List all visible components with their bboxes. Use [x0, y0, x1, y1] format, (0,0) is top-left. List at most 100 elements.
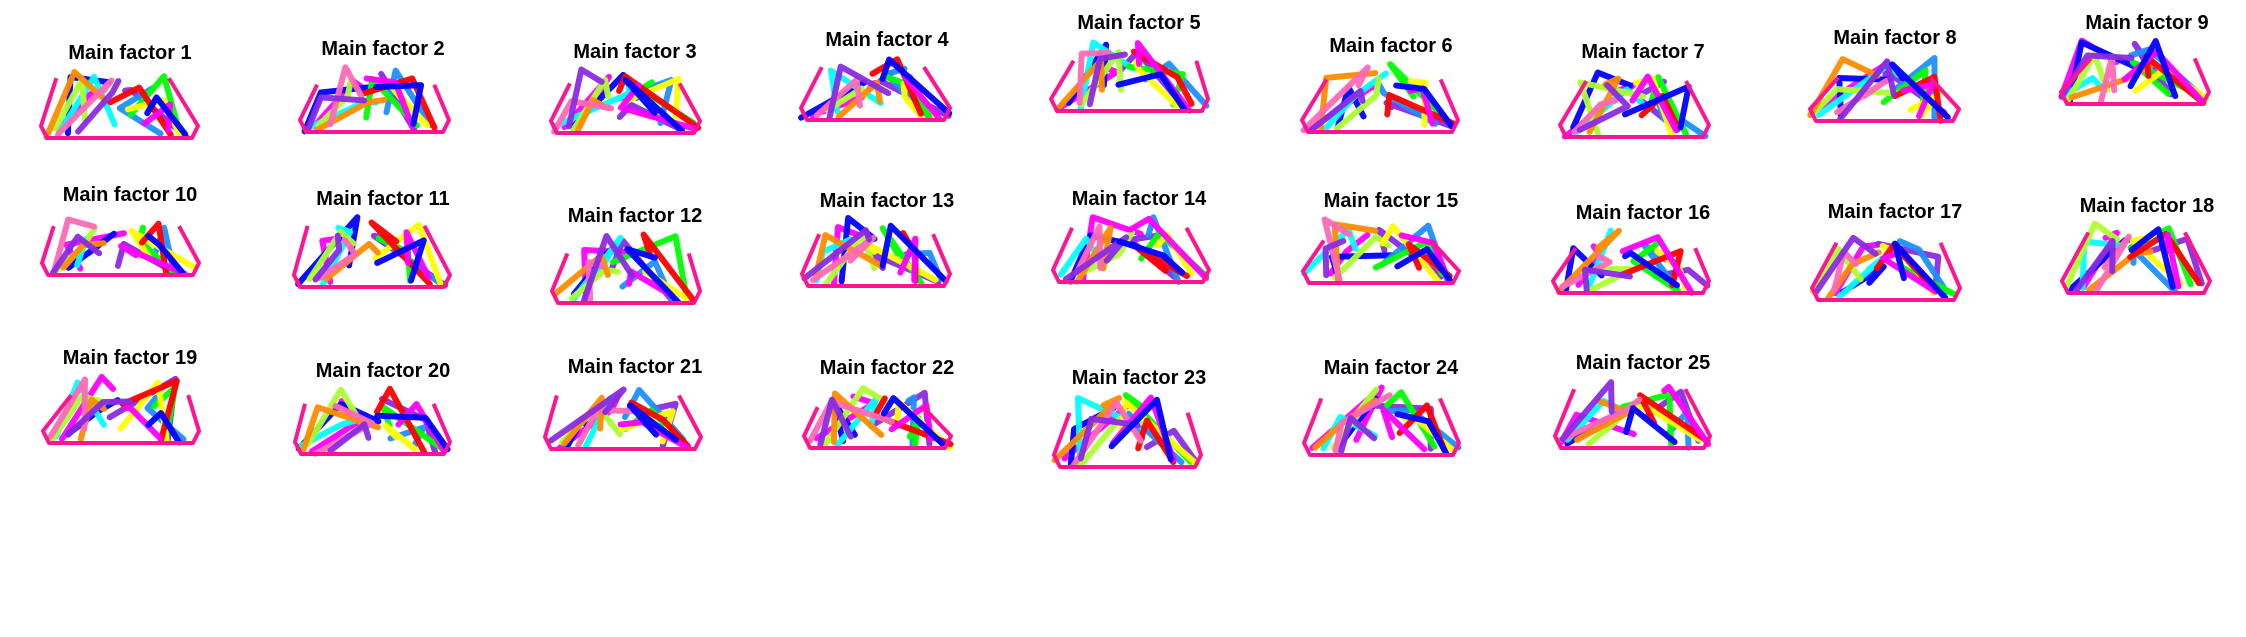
- limb-stroke: [373, 385, 428, 456]
- limb-stroke: [1637, 392, 1711, 445]
- factor-panel-title: Main factor 15: [1323, 190, 1459, 212]
- limb-stroke: [312, 402, 376, 457]
- limb-stroke: [123, 404, 164, 442]
- limb-stroke: [628, 399, 691, 450]
- limb-stroke: [47, 376, 88, 440]
- limb-stroke: [879, 56, 953, 117]
- limb-stroke: [1394, 411, 1450, 457]
- factor-glyph: [2060, 220, 2212, 295]
- limb-stroke: [547, 386, 627, 444]
- factor-panel: Main factor 19: [30, 340, 230, 510]
- factor-glyph: [550, 231, 702, 306]
- factor-glyph: [800, 215, 952, 288]
- limb-stroke: [835, 79, 883, 120]
- limb-stroke: [374, 412, 451, 453]
- limb-stroke: [1322, 238, 1347, 279]
- factor-glyph: [41, 373, 201, 446]
- factor-panel-title: Main factor 11: [316, 188, 450, 210]
- limb-stroke: [118, 243, 188, 277]
- limb-stroke: [1108, 396, 1174, 463]
- limb-stroke: [363, 75, 416, 130]
- limb-stroke: [1630, 238, 1682, 294]
- limb-stroke: [879, 222, 949, 285]
- factor-panel-title: Main factor 23: [1071, 367, 1207, 389]
- limb-stroke: [1809, 245, 1864, 294]
- factor-glyph: [1300, 61, 1460, 134]
- factor-glyph: [798, 56, 953, 122]
- limb-stroke: [144, 94, 189, 138]
- factor-panel: Main factor 16: [1543, 175, 1743, 345]
- factor-panel-title: Main factor 25: [1575, 352, 1711, 374]
- factor-panel-title: Main factor 24: [1323, 357, 1459, 379]
- factor-panel: Main factor 10: [30, 175, 230, 345]
- limb-stroke: [382, 422, 418, 453]
- factor-glyph: [2058, 37, 2211, 106]
- limb-stroke: [1900, 81, 1936, 120]
- factor-panel: Main factor 24: [1291, 340, 1491, 510]
- factor-glyph: [1051, 214, 1211, 285]
- limb-stroke: [1338, 415, 1378, 455]
- limb-stroke: [1393, 82, 1456, 130]
- limb-stroke: [1555, 227, 1622, 295]
- factor-glyph: [1300, 216, 1461, 286]
- factor-panel: Main factor 25: [1543, 340, 1743, 510]
- limb-stroke: [580, 233, 636, 304]
- limb-stroke: [830, 390, 885, 445]
- limb-stroke: [1810, 86, 1903, 117]
- factor-glyph: [39, 68, 200, 141]
- limb-stroke: [817, 396, 854, 448]
- limb-stroke: [1077, 415, 1141, 462]
- limb-stroke: [869, 56, 924, 117]
- limb-stroke: [1086, 51, 1128, 108]
- factor-panel: Main factor 1: [30, 5, 230, 175]
- factor-panel-title: Main factor 8: [1833, 27, 1957, 49]
- limb-stroke: [304, 94, 368, 134]
- limb-stroke: [1394, 246, 1453, 283]
- limb-stroke: [1051, 395, 1123, 464]
- limb-stroke: [2127, 38, 2179, 100]
- factor-panel-title: Main factor 19: [62, 347, 198, 369]
- factor-panel: Main factor 18: [2047, 175, 2246, 345]
- factor-panel-title: Main factor 14: [1071, 188, 1207, 210]
- limb-stroke: [1891, 240, 1949, 301]
- factor-glyph: [293, 385, 452, 457]
- factor-panel: Main factor 4: [787, 5, 987, 175]
- factor-glyph: [1051, 392, 1203, 470]
- limb-stroke: [822, 385, 889, 448]
- limb-stroke: [1559, 379, 1615, 443]
- limb-stroke: [1586, 75, 1622, 135]
- factor-panel: Main factor 21: [535, 340, 735, 510]
- limb-stroke: [1837, 58, 1897, 122]
- factor-panel: Main factor 2: [283, 5, 483, 175]
- factor-panel-title: Main factor 20: [315, 360, 451, 382]
- factor-panel: Main factor 8: [1795, 5, 1995, 175]
- limb-stroke: [1380, 406, 1428, 453]
- factor-panel: Main factor 23: [1039, 340, 1239, 510]
- limb-stroke: [2163, 231, 2182, 290]
- factor-panel-title: Main factor 21: [567, 356, 703, 378]
- limb-stroke: [1623, 405, 1678, 445]
- limb-stroke: [1321, 216, 1353, 284]
- limb-stroke: [127, 73, 184, 138]
- factor-panel-title: Main factor 7: [1581, 41, 1705, 63]
- limb-stroke: [327, 64, 365, 128]
- limb-stroke: [826, 63, 892, 122]
- limb-stroke: [1332, 392, 1393, 454]
- limb-stroke: [626, 402, 679, 443]
- limb-stroke: [616, 73, 702, 131]
- limb-stroke: [373, 82, 425, 127]
- factor-panel: Main factor 3: [535, 5, 735, 175]
- limb-stroke: [1571, 97, 1619, 135]
- limb-stroke: [300, 404, 382, 453]
- factor-glyph: [543, 386, 703, 452]
- limb-stroke: [1116, 238, 1186, 276]
- factor-panel: Main factor 7: [1543, 5, 1743, 175]
- limb-stroke: [1813, 234, 1879, 295]
- limb-stroke: [374, 237, 427, 284]
- factor-glyph: [1551, 227, 1711, 296]
- factor-panel: Main factor 9: [2047, 5, 2246, 175]
- factor-panel: Main factor 11: [283, 175, 483, 345]
- limb-stroke: [1629, 73, 1680, 134]
- limb-stroke: [1577, 79, 1647, 140]
- limb-stroke: [145, 409, 183, 446]
